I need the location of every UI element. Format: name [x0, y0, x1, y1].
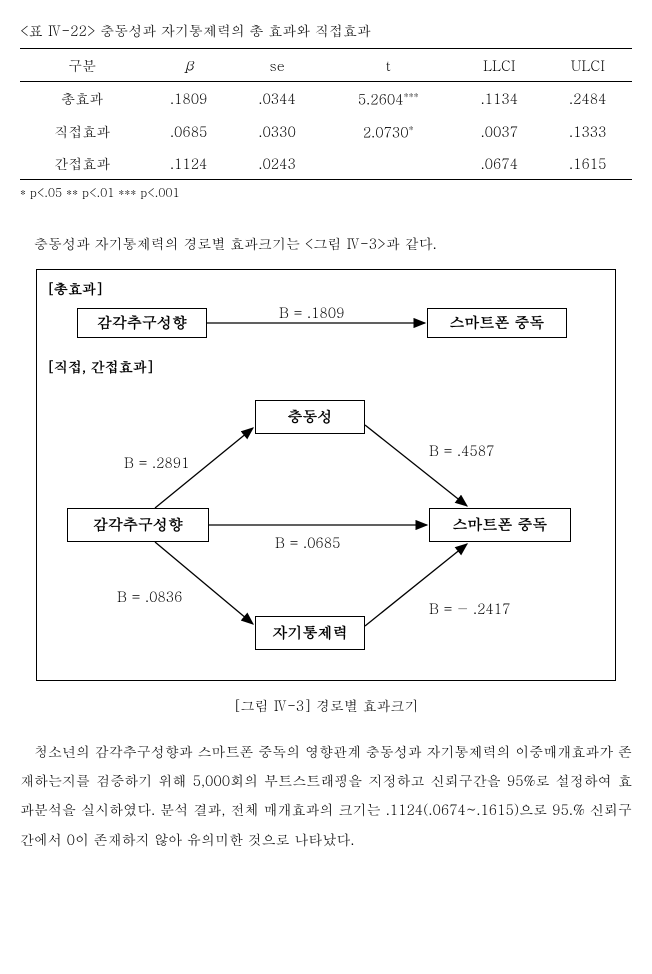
col-header: β — [144, 49, 232, 82]
edge-label-b2891: B = .2891 — [122, 452, 191, 472]
table-cell: .2484 — [544, 82, 632, 115]
intro-paragraph: 충동성과 자기통제력의 경로별 효과크기는 <그림 Ⅳ-3>과 같다. — [20, 229, 632, 258]
direct-indirect-label: [직접, 간접효과] — [47, 356, 154, 376]
path-diagram: [총효과] 감각추구성향 스마트폰 중독 B = .1809 [직접, 간접효과… — [36, 269, 616, 681]
table-cell: .0037 — [455, 115, 543, 148]
table-title: <표 Ⅳ-22> 충동성과 자기통제력의 총 효과와 직접효과 — [20, 20, 632, 40]
table-cell: 직접효과 — [20, 115, 144, 148]
edge-label-bneg2417: B = − .2417 — [427, 598, 512, 618]
col-header: ULCI — [544, 49, 632, 82]
edge-label-b0836: B = .0836 — [115, 586, 184, 606]
table-header-row: 구분 β se t LLCI ULCI — [20, 49, 632, 82]
table-cell: .1124 — [144, 147, 232, 180]
table-cell — [321, 147, 455, 180]
table-row: 간접효과.1124.0243 .0674.1615 — [20, 147, 632, 180]
table-cell: .0243 — [233, 147, 321, 180]
table-row: 총효과.1809.03445.2604***.1134.2484 — [20, 82, 632, 115]
table-cell: .1333 — [544, 115, 632, 148]
figure-caption: [그림 Ⅳ-3] 경로별 효과크기 — [20, 695, 632, 715]
edge-label-b0685: B = .0685 — [273, 532, 342, 552]
body-paragraph: 청소년의 감각추구성향과 스마트폰 중독의 영향관계 충동성과 자기통제력의 이… — [20, 737, 632, 855]
table-footnote: * p<.05 ** p<.01 *** p<.001 — [20, 184, 632, 201]
col-header: 구분 — [20, 49, 144, 82]
table-cell: .1134 — [455, 82, 543, 115]
node-sensation-seeking-top: 감각추구성향 — [77, 308, 207, 338]
col-header: t — [321, 49, 455, 82]
table-cell: 5.2604*** — [321, 82, 455, 115]
edge-label-total: B = .1809 — [277, 302, 346, 322]
table-cell: .0685 — [144, 115, 232, 148]
col-header: se — [233, 49, 321, 82]
table-cell: .0344 — [233, 82, 321, 115]
effects-table: 구분 β se t LLCI ULCI 총효과.1809.03445.2604*… — [20, 48, 632, 180]
total-effect-label: [총효과] — [47, 278, 103, 298]
table-cell: .0330 — [233, 115, 321, 148]
node-sensation-seeking: 감각추구성향 — [67, 508, 209, 542]
table-cell: 간접효과 — [20, 147, 144, 180]
node-impulsivity: 충동성 — [255, 400, 365, 434]
col-header: LLCI — [455, 49, 543, 82]
table-cell: 총효과 — [20, 82, 144, 115]
node-self-control: 자기통제력 — [255, 616, 365, 650]
node-smartphone-addiction: 스마트폰 중독 — [429, 508, 571, 542]
table-row: 직접효과.0685.03302.0730*.0037.1333 — [20, 115, 632, 148]
table-cell: 2.0730* — [321, 115, 455, 148]
node-smartphone-addiction-top: 스마트폰 중독 — [427, 308, 567, 338]
table-cell: .1809 — [144, 82, 232, 115]
edge-label-b4587: B = .4587 — [427, 440, 496, 460]
table-cell: .0674 — [455, 147, 543, 180]
table-cell: .1615 — [544, 147, 632, 180]
